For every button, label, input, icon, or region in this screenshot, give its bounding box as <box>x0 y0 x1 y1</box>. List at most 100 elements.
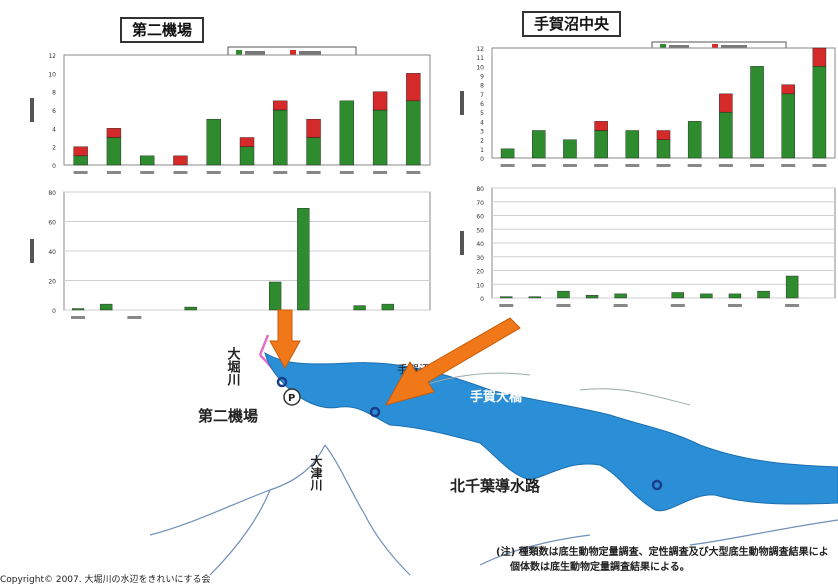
bar <box>563 139 577 159</box>
left-panel-title: 第二機場 <box>120 17 205 43</box>
footnote-line-2: 個体数は底生動物定量調査結果による。 <box>510 562 690 573</box>
x-tick-label-mark <box>406 171 421 174</box>
bar <box>73 146 88 157</box>
x-tick-label-mark <box>670 304 685 307</box>
stream-lines <box>150 444 838 576</box>
x-tick-label-mark <box>594 164 609 167</box>
y-tick-label: 0 <box>480 296 484 303</box>
y-tick-label: 4 <box>52 126 56 133</box>
x-tick-label-mark <box>656 164 671 167</box>
x-tick-label-mark <box>106 171 121 174</box>
bar <box>71 308 85 311</box>
x-tick-label-mark <box>718 164 733 167</box>
bar <box>273 109 288 166</box>
y-tick-label: 10 <box>476 64 484 71</box>
label-kitachiba: 北千葉導水路 <box>450 477 541 495</box>
x-tick-label-mark <box>173 171 188 174</box>
x-tick-label-mark <box>785 304 800 307</box>
station-marker-site2 <box>276 376 288 388</box>
label-ohori-river: 大堀川 <box>225 346 242 386</box>
x-tick-label-mark <box>687 164 702 167</box>
x-tick-label-mark <box>127 316 142 319</box>
bar <box>625 130 640 159</box>
bar <box>139 155 155 166</box>
bar <box>184 306 197 311</box>
y-tick-label: 5 <box>480 110 484 117</box>
bar <box>594 130 608 159</box>
bar <box>812 47 827 67</box>
y-tick-label: 3 <box>480 129 484 136</box>
y-tick-label: 80 <box>476 186 484 193</box>
bar <box>557 290 570 299</box>
bar <box>372 91 388 111</box>
y-tick-label: 10 <box>476 282 484 289</box>
left-top-chart: 0 2 4 6 8 10 12 <box>30 46 431 174</box>
x-tick-label-mark <box>140 171 155 174</box>
bar <box>528 296 542 299</box>
copyright-text: Copyright© 2007. 大堀川の水辺をきれいにする会 <box>0 575 211 585</box>
bar <box>700 293 713 299</box>
y-tick-label: 10 <box>48 71 56 78</box>
y-tick-label: 20 <box>476 269 484 276</box>
bar <box>106 128 122 138</box>
bar <box>656 130 671 140</box>
bar <box>106 137 122 166</box>
label-lake-sub: (瀬戸下) <box>368 443 415 458</box>
x-tick-label-mark <box>240 171 254 174</box>
x-tick-label-mark <box>499 304 514 307</box>
bar <box>594 121 608 131</box>
label-otsu-river: 大津川 <box>309 454 323 491</box>
right-panel-title: 手賀沼中央 <box>522 11 622 37</box>
y-tick-label: 60 <box>476 214 484 221</box>
bar <box>353 305 366 311</box>
x-tick-label-mark <box>727 304 742 307</box>
bar <box>812 66 827 159</box>
bar <box>273 100 288 111</box>
right-bottom-chart: 0 10 20 30 40 50 60 70 80 <box>460 186 836 307</box>
x-tick-label-mark <box>373 171 388 174</box>
y-tick-label: 0 <box>480 156 484 163</box>
x-tick-label-mark <box>812 164 827 167</box>
bar <box>781 93 795 159</box>
x-tick-label-mark <box>306 171 321 174</box>
y-tick-label: 6 <box>52 108 56 115</box>
x-tick-label-mark <box>781 164 796 167</box>
x-tick-label-mark <box>613 304 628 307</box>
y-tick-label: 8 <box>480 83 484 90</box>
y-tick-label: 0 <box>52 163 56 170</box>
y-tick-label: 2 <box>52 145 56 152</box>
bar <box>687 121 702 159</box>
y-tick-label: 1 <box>480 147 484 154</box>
bar <box>306 118 321 138</box>
x-tick-label-mark <box>625 164 640 167</box>
bar <box>206 118 221 166</box>
x-tick-label-mark <box>500 164 515 167</box>
bar <box>297 208 310 311</box>
left-bottom-chart: 0 20 40 60 80 <box>30 190 431 319</box>
bar <box>239 137 255 147</box>
pump-p-label: P <box>288 393 295 404</box>
bar <box>614 293 627 299</box>
bar <box>532 130 546 159</box>
x-tick-label-mark <box>71 316 86 319</box>
y-axis-title-mark <box>460 91 464 115</box>
bar <box>757 290 770 299</box>
x-tick-label-mark <box>206 171 221 174</box>
y-tick-label: 80 <box>48 190 56 197</box>
y-tick-label: 60 <box>48 220 56 227</box>
y-tick-label: 11 <box>476 55 484 62</box>
y-tick-label: 12 <box>476 46 484 53</box>
bar <box>381 303 394 311</box>
bar <box>339 100 355 166</box>
footnote-line-1: (注) 種類数は底生動物定量調査、定性調査及び大型底生動物調査結果によ <box>496 547 829 558</box>
bar <box>750 66 764 159</box>
x-tick-label-mark <box>750 164 765 167</box>
bar <box>781 84 795 95</box>
label-lake: 手賀沼 <box>370 427 406 442</box>
pump-p-marker <box>283 388 301 406</box>
y-tick-label: 70 <box>476 200 484 207</box>
x-tick-label-mark <box>273 171 288 174</box>
bar <box>73 155 88 166</box>
y-tick-label: 30 <box>476 255 484 262</box>
